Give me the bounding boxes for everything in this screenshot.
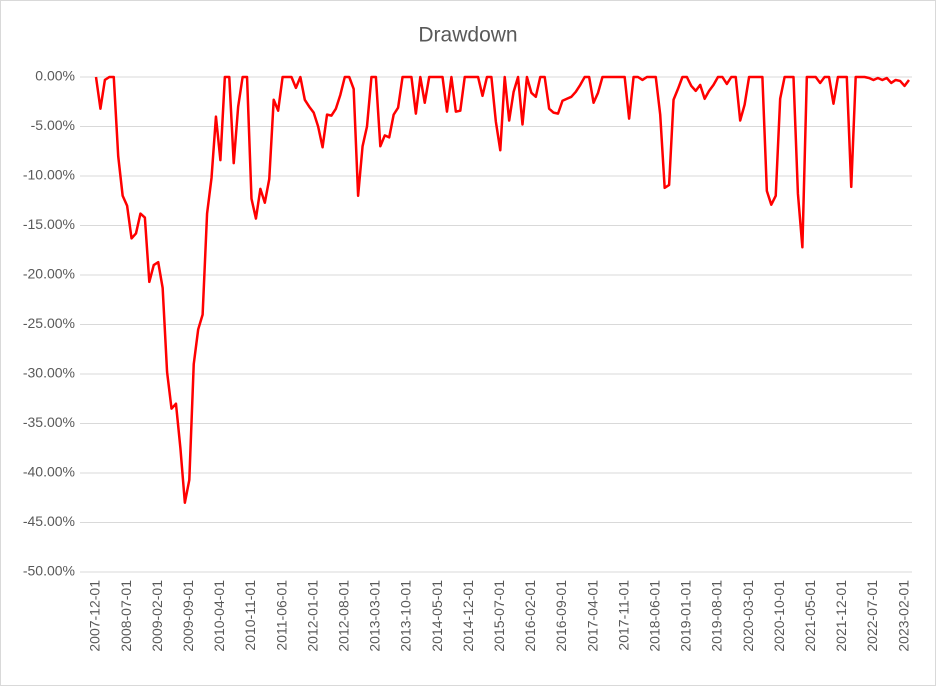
x-tick-label: 2016-02-01 [522,580,538,652]
x-tick-label: 2015-07-01 [491,580,507,652]
x-tick-label: 2009-02-01 [149,580,165,652]
x-tick-label: 2010-11-01 [242,580,258,651]
x-tick-label: 2007-12-01 [87,580,103,652]
y-tick-label: -40.00% [23,464,75,480]
y-tick-label: -15.00% [23,216,75,232]
x-tick-label: 2016-09-01 [553,580,569,652]
x-tick-label: 2013-03-01 [367,580,383,652]
x-tick-label: 2019-01-01 [678,580,694,652]
y-tick-label: -50.00% [23,563,75,579]
x-tick-label: 2014-12-01 [460,580,476,652]
y-tick-label: 0.00% [35,68,75,84]
x-tick-label: 2021-12-01 [833,580,849,652]
x-tick-label: 2010-04-01 [211,580,227,652]
x-tick-label: 2020-03-01 [740,580,756,652]
x-tick-label: 2018-06-01 [646,580,662,652]
drawdown-line [94,75,911,504]
y-tick-label: -25.00% [23,315,75,331]
x-tick-label: 2011-06-01 [273,580,289,651]
x-tick-label: 2012-08-01 [335,580,351,652]
chart-title: Drawdown [418,24,517,47]
x-tick-label: 2012-01-01 [304,580,320,652]
x-tick-label: 2021-05-01 [802,580,818,652]
x-tick-label: 2017-04-01 [584,580,600,652]
x-tick-label: 2023-02-01 [895,580,911,652]
x-tick-label: 2008-07-01 [118,580,134,652]
y-tick-label: -20.00% [23,266,75,282]
x-tick-label: 2014-05-01 [429,580,445,652]
x-tick-label: 2020-10-01 [771,580,787,652]
y-tick-label: -35.00% [23,414,75,430]
x-tick-label: 2019-08-01 [709,580,725,652]
x-tick-label: 2022-07-01 [864,580,880,652]
x-tick-label: 2017-11-01 [615,580,631,651]
x-tick-label: 2009-09-01 [180,580,196,652]
x-tick-label: 2013-10-01 [398,580,414,652]
y-tick-label: -45.00% [23,513,75,529]
y-tick-label: -10.00% [23,167,75,183]
y-tick-label: -5.00% [31,117,75,133]
y-tick-label: -30.00% [23,365,75,381]
